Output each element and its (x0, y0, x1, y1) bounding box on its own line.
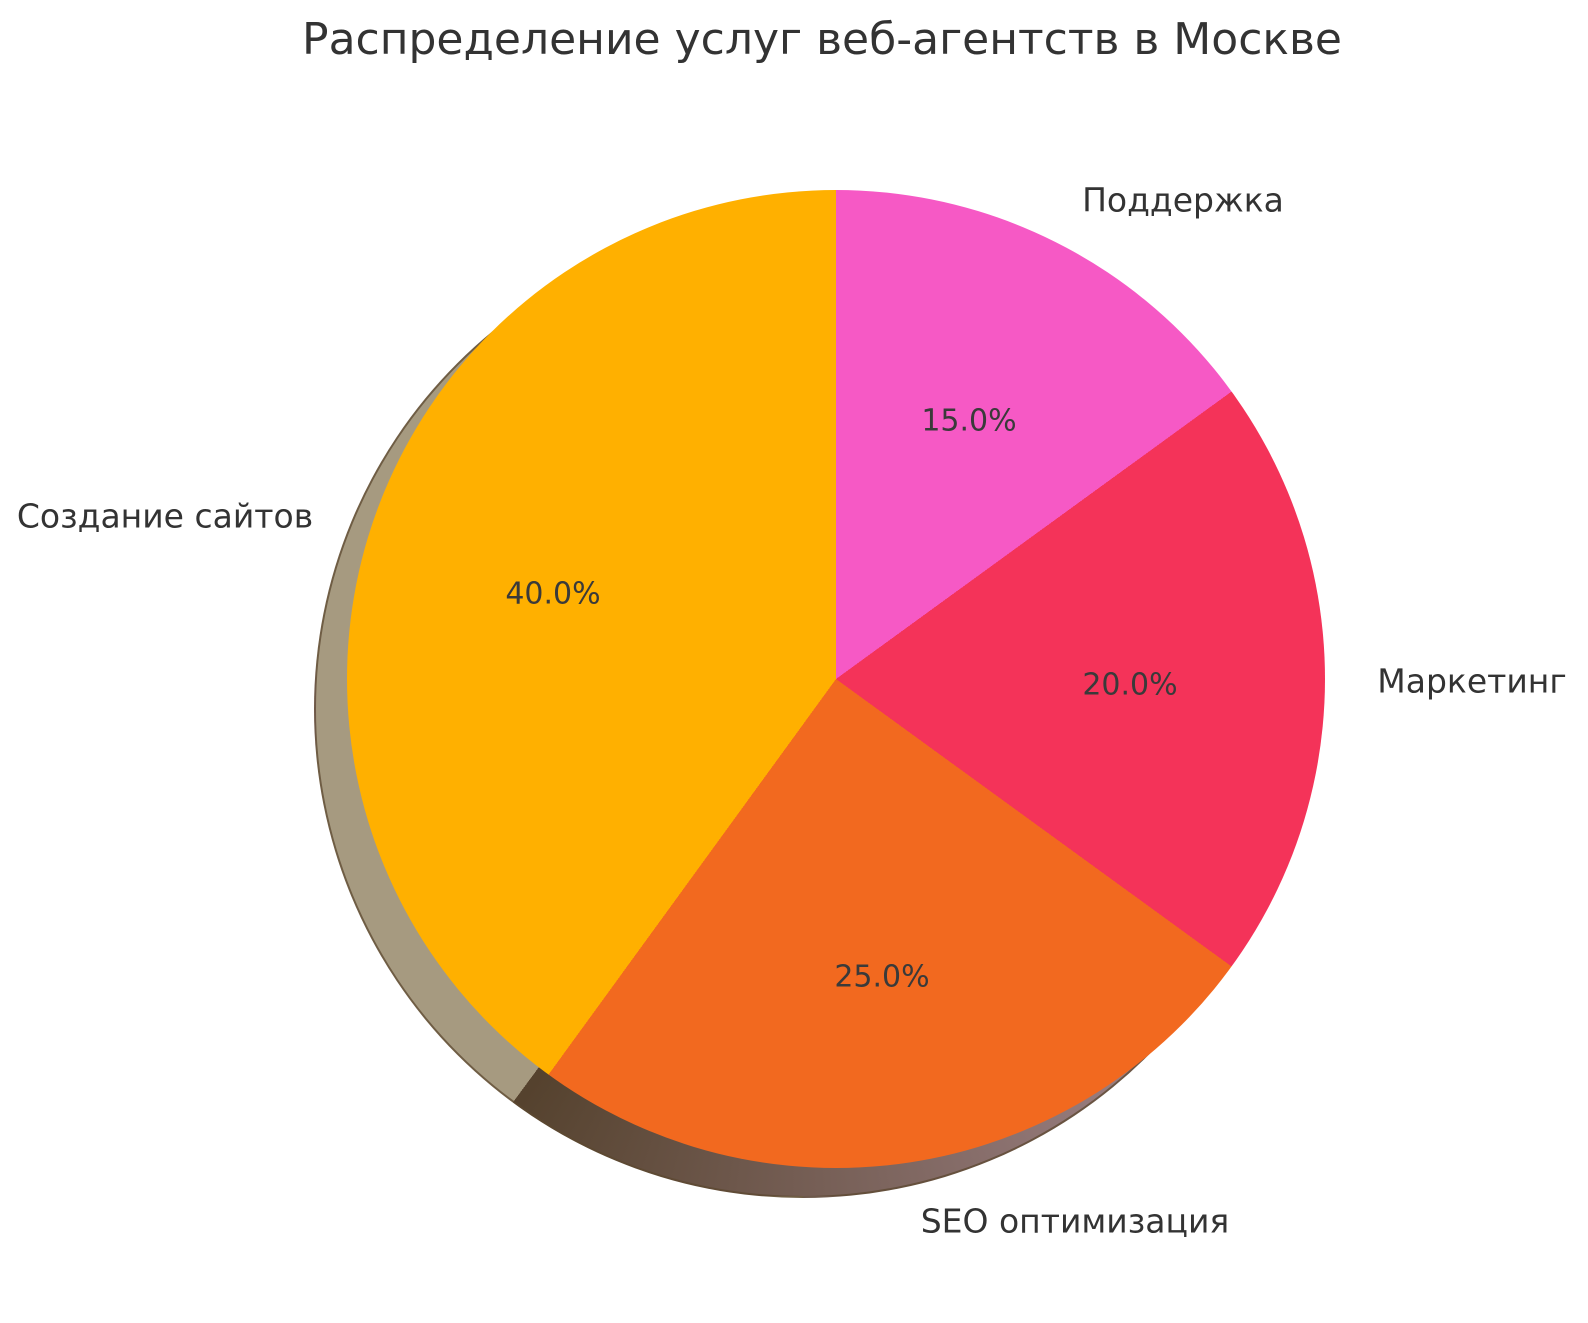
slice-label-podderzhka: Поддержка (1082, 180, 1284, 220)
percent-label-marketing: 20.0% (1082, 667, 1178, 703)
percent-label-seo-optimizaciya: 25.0% (834, 959, 930, 995)
slice-label-seo-optimizaciya: SEO оптимизация (920, 1201, 1230, 1241)
percent-label-sozdanie-saitov: 40.0% (505, 576, 601, 612)
slice-label-marketing: Маркетинг (1377, 661, 1567, 701)
pie-chart (347, 190, 1325, 1168)
chart-title: Распределение услуг веб-агентств в Москв… (302, 14, 1342, 65)
slice-label-sozdanie-saitov: Создание сайтов (16, 496, 314, 536)
percent-label-podderzhka: 15.0% (921, 403, 1017, 439)
